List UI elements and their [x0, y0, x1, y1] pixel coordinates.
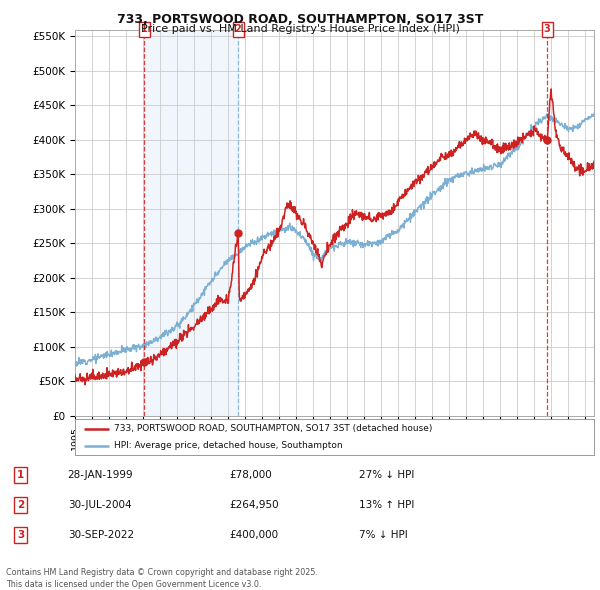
Text: Contains HM Land Registry data © Crown copyright and database right 2025.
This d: Contains HM Land Registry data © Crown c…	[6, 568, 318, 589]
Text: £78,000: £78,000	[229, 470, 272, 480]
Text: 3: 3	[17, 530, 25, 540]
Text: 1: 1	[17, 470, 25, 480]
Text: 30-SEP-2022: 30-SEP-2022	[68, 530, 134, 540]
Text: HPI: Average price, detached house, Southampton: HPI: Average price, detached house, Sout…	[114, 441, 343, 450]
Text: 2: 2	[17, 500, 25, 510]
Text: 2: 2	[235, 25, 241, 34]
Text: 28-JAN-1999: 28-JAN-1999	[68, 470, 133, 480]
Text: 733, PORTSWOOD ROAD, SOUTHAMPTON, SO17 3ST: 733, PORTSWOOD ROAD, SOUTHAMPTON, SO17 3…	[117, 13, 483, 26]
Text: 7% ↓ HPI: 7% ↓ HPI	[359, 530, 407, 540]
Bar	[145, 30, 238, 416]
Text: £400,000: £400,000	[229, 530, 278, 540]
Text: 13% ↑ HPI: 13% ↑ HPI	[359, 500, 414, 510]
Text: 30-JUL-2004: 30-JUL-2004	[68, 500, 131, 510]
Text: 27% ↓ HPI: 27% ↓ HPI	[359, 470, 414, 480]
Text: £264,950: £264,950	[229, 500, 279, 510]
Text: 3: 3	[544, 25, 551, 34]
Text: 1: 1	[141, 25, 148, 34]
Text: 733, PORTSWOOD ROAD, SOUTHAMPTON, SO17 3ST (detached house): 733, PORTSWOOD ROAD, SOUTHAMPTON, SO17 3…	[114, 424, 432, 433]
Text: Price paid vs. HM Land Registry's House Price Index (HPI): Price paid vs. HM Land Registry's House …	[140, 24, 460, 34]
